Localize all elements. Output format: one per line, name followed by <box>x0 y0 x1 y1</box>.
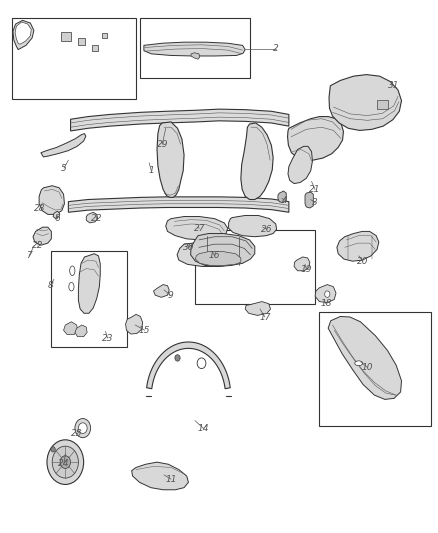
Circle shape <box>325 291 330 297</box>
Text: 18: 18 <box>320 299 332 308</box>
Polygon shape <box>71 109 289 131</box>
Bar <box>51 251 127 348</box>
Polygon shape <box>166 216 228 240</box>
Text: 17: 17 <box>259 312 271 321</box>
Circle shape <box>51 447 55 452</box>
Text: 11: 11 <box>165 475 177 483</box>
Polygon shape <box>78 254 100 313</box>
Polygon shape <box>191 233 255 266</box>
Circle shape <box>52 446 78 478</box>
Polygon shape <box>33 227 51 245</box>
Polygon shape <box>305 192 313 208</box>
Text: 20: 20 <box>357 257 369 265</box>
Text: 24: 24 <box>58 459 70 467</box>
Polygon shape <box>13 20 34 50</box>
Polygon shape <box>147 342 230 389</box>
Text: 4: 4 <box>282 196 287 205</box>
Text: 15: 15 <box>139 326 151 335</box>
Text: 22: 22 <box>32 241 43 250</box>
Polygon shape <box>229 215 277 237</box>
Polygon shape <box>75 325 87 337</box>
Bar <box>12 18 136 99</box>
Polygon shape <box>329 75 402 131</box>
Text: 14: 14 <box>198 424 209 433</box>
Polygon shape <box>241 123 273 199</box>
Polygon shape <box>53 211 60 219</box>
Text: 21: 21 <box>309 185 321 194</box>
Bar <box>61 32 71 41</box>
Text: 5: 5 <box>61 164 67 173</box>
Circle shape <box>78 423 87 433</box>
Polygon shape <box>86 212 98 223</box>
Text: 9: 9 <box>168 291 174 300</box>
Circle shape <box>60 456 71 469</box>
Bar <box>78 38 85 45</box>
Bar <box>195 230 315 304</box>
Polygon shape <box>337 231 379 261</box>
Polygon shape <box>15 22 31 44</box>
Text: 7: 7 <box>26 252 32 260</box>
Text: 31: 31 <box>388 81 399 90</box>
Polygon shape <box>41 134 86 157</box>
Text: 30: 30 <box>183 244 194 253</box>
Polygon shape <box>144 42 245 56</box>
Text: 3: 3 <box>312 198 318 207</box>
Text: 16: 16 <box>209 252 220 260</box>
Polygon shape <box>126 314 143 334</box>
Polygon shape <box>288 117 343 160</box>
Polygon shape <box>294 257 310 271</box>
Ellipse shape <box>355 361 363 366</box>
Text: 1: 1 <box>148 166 154 175</box>
Text: 6: 6 <box>55 214 60 223</box>
Circle shape <box>197 358 206 368</box>
Polygon shape <box>177 242 244 266</box>
Polygon shape <box>39 185 64 214</box>
Polygon shape <box>153 285 169 297</box>
Bar <box>92 45 98 51</box>
Text: 28: 28 <box>34 204 46 213</box>
Polygon shape <box>278 191 286 203</box>
Text: 19: 19 <box>300 265 312 273</box>
Bar <box>377 100 388 109</box>
Text: 26: 26 <box>261 225 273 234</box>
Ellipse shape <box>69 282 74 291</box>
Polygon shape <box>68 197 289 212</box>
Polygon shape <box>328 317 402 399</box>
Text: 2: 2 <box>273 44 279 53</box>
Text: 25: 25 <box>71 430 83 439</box>
Polygon shape <box>195 252 241 265</box>
Circle shape <box>47 440 84 484</box>
Circle shape <box>75 418 91 438</box>
Polygon shape <box>315 285 336 303</box>
Text: 29: 29 <box>156 140 168 149</box>
Bar <box>319 312 431 426</box>
Text: 8: 8 <box>48 280 54 289</box>
Polygon shape <box>191 53 200 59</box>
Polygon shape <box>157 122 184 197</box>
Text: 22: 22 <box>91 214 102 223</box>
Circle shape <box>175 355 180 361</box>
Ellipse shape <box>70 266 75 276</box>
Polygon shape <box>64 322 78 335</box>
Text: 23: 23 <box>102 334 113 343</box>
Text: 27: 27 <box>194 224 205 233</box>
Text: 10: 10 <box>362 363 373 372</box>
Polygon shape <box>288 147 312 183</box>
Polygon shape <box>132 462 188 490</box>
Bar <box>141 18 250 78</box>
Bar <box>102 33 107 38</box>
Polygon shape <box>245 302 271 316</box>
